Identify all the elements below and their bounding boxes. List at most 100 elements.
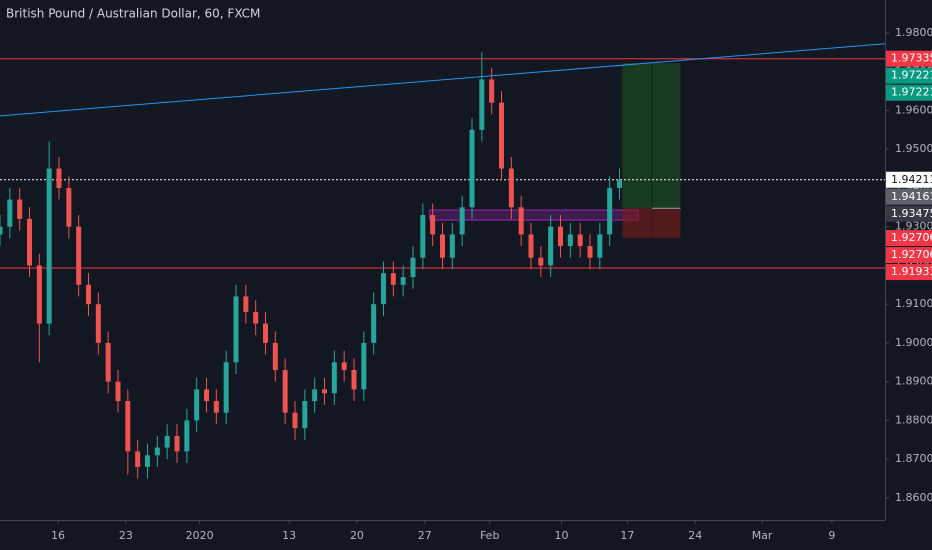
candle-body bbox=[76, 226, 82, 285]
candle-body bbox=[154, 447, 160, 456]
y-tick-label: 1.91000 bbox=[895, 297, 932, 310]
candle-body bbox=[567, 234, 573, 247]
candle-body bbox=[449, 234, 455, 258]
price-label: 1.97221 bbox=[891, 69, 932, 82]
price-label-bg bbox=[886, 264, 932, 281]
candle-body bbox=[440, 234, 445, 258]
candle-body bbox=[302, 401, 308, 429]
y-tick-label: 1.98000 bbox=[895, 26, 932, 39]
candle-body bbox=[361, 342, 367, 390]
candle-body bbox=[204, 389, 209, 402]
candle-body bbox=[135, 451, 141, 467]
x-tick-label: 10 bbox=[554, 529, 568, 542]
y-tick-label: 1.95000 bbox=[895, 142, 932, 155]
x-tick-label: Feb bbox=[480, 529, 499, 542]
candle-body bbox=[528, 234, 534, 258]
price-label: 1.94211 bbox=[891, 173, 932, 186]
candle-body bbox=[430, 215, 436, 235]
candle-body bbox=[341, 362, 347, 371]
x-tick-label: 24 bbox=[688, 529, 702, 542]
x-tick-label: 16 bbox=[51, 529, 65, 542]
trend-line bbox=[0, 43, 886, 117]
candle-body bbox=[105, 342, 111, 382]
candle-body bbox=[17, 199, 23, 219]
price-label: 1.93475 bbox=[891, 207, 932, 220]
candle-body bbox=[263, 323, 268, 343]
candle-body bbox=[0, 226, 3, 235]
candle-body bbox=[459, 207, 465, 235]
candle-body bbox=[243, 296, 249, 312]
y-tick-label: 1.87000 bbox=[895, 452, 932, 465]
candle-body bbox=[174, 435, 180, 452]
y-tick-label: 1.89000 bbox=[895, 375, 932, 388]
candle-body bbox=[46, 168, 52, 324]
candle-body bbox=[95, 304, 101, 343]
chart-title: British Pound / Australian Dollar, 60, F… bbox=[6, 7, 260, 21]
candle-body bbox=[538, 257, 544, 266]
candle-body bbox=[322, 389, 327, 394]
candle-body bbox=[125, 401, 131, 452]
price-label-bg bbox=[886, 188, 932, 205]
x-tick-label: 23 bbox=[119, 529, 133, 542]
candle-body bbox=[400, 277, 406, 285]
y-tick-label: 1.93000 bbox=[895, 220, 932, 233]
candle-body bbox=[617, 180, 622, 188]
candle-body bbox=[587, 246, 593, 258]
price-label-bg bbox=[886, 50, 932, 67]
candle-body bbox=[253, 311, 259, 324]
candle-body bbox=[577, 234, 583, 247]
candle-body bbox=[233, 296, 239, 363]
x-tick-label: 27 bbox=[418, 529, 432, 542]
x-tick-label: 2020 bbox=[186, 529, 214, 542]
candle-body bbox=[420, 215, 426, 258]
plot: 1.86000 1.87000 1.88000 1.89000 1.90000 1.910… bbox=[0, 26, 932, 542]
x-tick-label: 17 bbox=[620, 529, 634, 542]
price-label: 1.97335 bbox=[891, 52, 932, 65]
x-tick-label: 9 bbox=[828, 529, 835, 542]
y-tick-label: 1.90000 bbox=[895, 336, 932, 349]
candle-body bbox=[27, 218, 32, 266]
candle-body bbox=[410, 257, 416, 278]
price-label-bg bbox=[886, 205, 932, 222]
candle-body bbox=[351, 370, 357, 390]
price-label: 1.92706 bbox=[891, 248, 932, 261]
price-label-bg bbox=[886, 67, 932, 84]
candle-body bbox=[499, 102, 504, 169]
candle-body bbox=[548, 226, 554, 266]
price-label: 1.92706 bbox=[891, 231, 932, 244]
price-label: 1.91933 bbox=[891, 265, 932, 278]
candle-body bbox=[213, 401, 219, 413]
candle-body bbox=[518, 207, 524, 235]
candle-body bbox=[56, 168, 62, 188]
candle-body bbox=[558, 226, 563, 247]
candle-body bbox=[272, 342, 278, 371]
candle-body bbox=[508, 168, 514, 208]
candle-body bbox=[607, 187, 613, 235]
price-label: 1.94161 bbox=[891, 190, 932, 203]
price-label-bg bbox=[886, 230, 932, 247]
candle-body bbox=[469, 129, 475, 208]
x-tick-label: Mar bbox=[752, 529, 773, 542]
y-tick-label: 1.96000 bbox=[895, 103, 932, 116]
candle-body bbox=[86, 284, 91, 305]
candle-body bbox=[66, 187, 72, 227]
candle-body bbox=[7, 199, 13, 227]
candle-body bbox=[312, 389, 318, 402]
candle-body bbox=[194, 389, 200, 421]
candle-body bbox=[390, 273, 396, 285]
price-label-bg bbox=[886, 171, 932, 188]
candle-body bbox=[223, 362, 229, 413]
candle-body bbox=[381, 273, 386, 305]
candle-body bbox=[371, 304, 377, 343]
y-tick-label: 1.86000 bbox=[895, 491, 932, 504]
x-tick-label: 13 bbox=[282, 529, 296, 542]
price-label: 1.97221 bbox=[891, 86, 932, 99]
candle-body bbox=[184, 420, 190, 452]
candle-body bbox=[164, 435, 170, 448]
candle-body bbox=[479, 79, 485, 130]
x-tick-label: 20 bbox=[350, 529, 364, 542]
candle-body bbox=[145, 455, 150, 467]
